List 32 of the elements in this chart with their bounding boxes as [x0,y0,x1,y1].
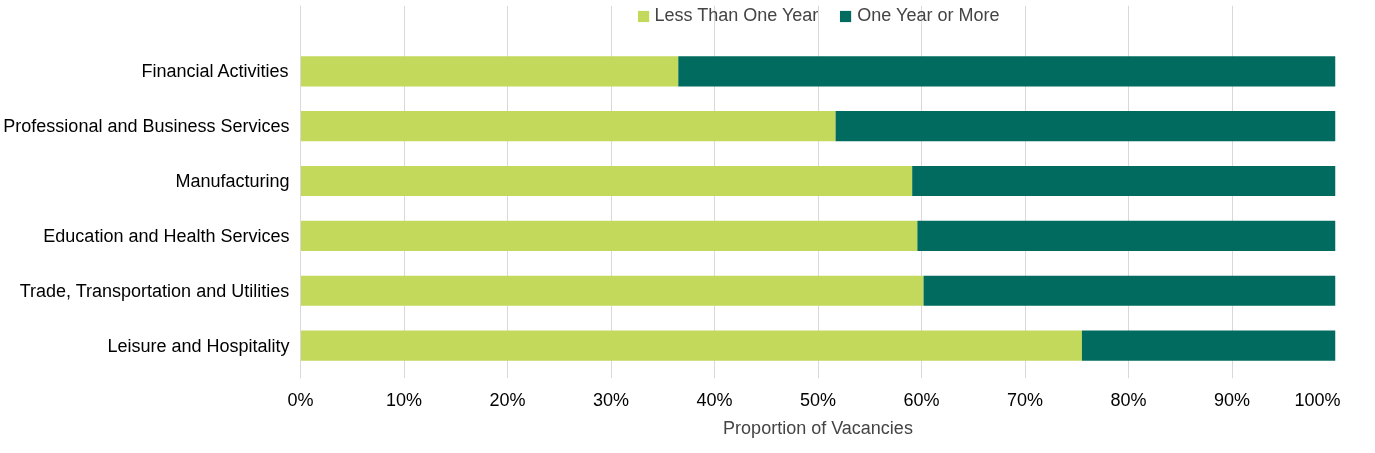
x-tick-label: 80% [1110,389,1147,410]
legend-label: One Year or More [857,5,1000,26]
x-tick-label: 90% [1213,389,1251,410]
bar [300,220,918,251]
bar [300,165,913,197]
y-tick-label: Manufacturing [175,171,290,192]
bar [300,275,924,306]
x-tick-label: 70% [1006,389,1044,410]
bar [912,165,1336,197]
x-tick-label: 60% [903,389,940,410]
bar [300,111,836,142]
x-tick-label: 40% [696,389,733,410]
x-tick-label: 30% [592,389,630,410]
x-axis-title: Proportion of Vacancies [723,417,913,438]
y-tick-label: Financial Activities [141,61,289,82]
y-tick-label: Professional and Business Services [3,116,290,137]
y-tick-label: Leisure and Hospitality [107,335,290,356]
bar [300,330,1082,361]
y-tick-label: Trade, Transportation and Utilities [19,280,290,301]
y-tick-label: Education and Health Services [43,225,290,246]
x-tick-label: 0% [287,389,314,410]
bar [678,56,1336,87]
bar [1081,330,1336,361]
bar [835,111,1336,142]
x-tick-label: 50% [799,389,837,410]
legend-label: Less Than One Year [654,5,819,26]
bar [917,220,1336,251]
x-tick-label: 20% [489,389,526,410]
x-tick-label: 100% [1294,389,1341,410]
x-tick-label: 10% [385,389,423,410]
bar [300,56,679,87]
bar [923,275,1336,306]
